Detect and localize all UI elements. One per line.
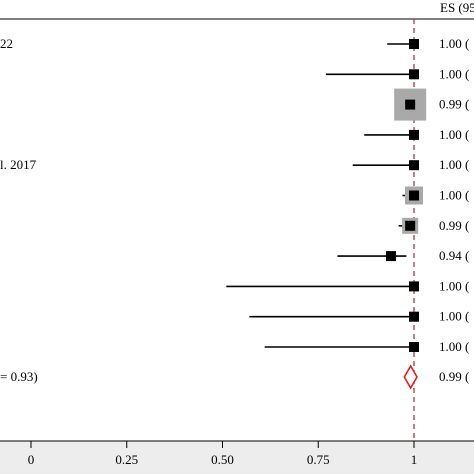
x-axis-band [0, 441, 474, 474]
es-value-label: 1.00 ( [439, 127, 469, 142]
x-axis-ticks: 0 0.25 0.50 0.75 1 [28, 441, 418, 467]
es-value-label: 1.00 ( [439, 339, 469, 354]
overall-label: = 0.93) [0, 369, 38, 384]
study-row: 0.99 ( [398, 217, 469, 234]
point-estimate-marker [386, 251, 397, 262]
x-tick-label: 0.75 [307, 452, 330, 467]
study-label: 22 [0, 36, 13, 51]
point-estimate-marker [409, 190, 419, 201]
study-label: l. 2017 [0, 157, 37, 172]
x-tick-label: 0 [28, 452, 35, 467]
point-estimate-marker [409, 160, 419, 171]
point-estimate-marker [409, 311, 419, 322]
point-estimate-marker [409, 69, 419, 80]
point-estimate-marker [409, 129, 419, 140]
study-row: 0.99 ( [394, 88, 469, 121]
study-row: 0.94 ( [337, 248, 469, 263]
study-row: 1.00 ( [249, 309, 469, 324]
point-estimate-marker [409, 342, 419, 352]
es-value-label: 1.00 ( [439, 36, 469, 51]
es-value-label: 0.99 ( [439, 218, 469, 233]
es-value-label: 0.94 ( [439, 248, 469, 263]
header-es-label: ES (95 [440, 0, 474, 15]
study-row: 1.00 ( [226, 278, 469, 293]
point-estimate-marker [405, 220, 416, 231]
x-tick-label: 0.25 [115, 452, 138, 467]
x-tick-label: 0.50 [211, 452, 234, 467]
study-row: 1.00 ( [402, 186, 469, 205]
study-row: 1.00 ( [325, 66, 469, 81]
es-value-label: 1.00 ( [439, 188, 469, 203]
study-row: 1.00 ( [364, 127, 469, 142]
point-estimate-marker [409, 281, 419, 292]
es-value-label: 1.00 ( [439, 278, 469, 293]
point-estimate-marker [405, 99, 416, 110]
study-row: l. 2017 1.00 ( [0, 157, 469, 172]
overall-es-value: 0.99 ( [439, 369, 469, 384]
es-value-label: 1.00 ( [439, 157, 469, 172]
es-value-label: 0.99 ( [439, 97, 469, 112]
study-rows-layer: 22 1.00 ( 1.00 ( 0.99 ( 1.00 ( l. 2017 1.00 ( 1… [0, 36, 469, 354]
es-value-label: 1.00 ( [439, 66, 469, 81]
overall-layer: = 0.93) 0.99 ( [0, 364, 469, 390]
x-tick-label: 1 [411, 452, 418, 467]
es-value-label: 1.00 ( [439, 309, 469, 324]
study-row: 1.00 ( [264, 339, 469, 354]
point-estimate-marker [409, 39, 419, 49]
pooled-estimate-diamond [403, 364, 418, 390]
study-row: 22 1.00 ( [0, 36, 469, 51]
